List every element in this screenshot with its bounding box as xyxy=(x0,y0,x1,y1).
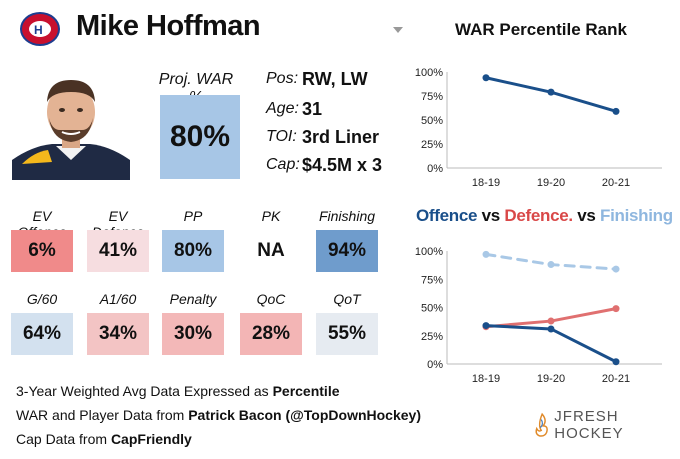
chart2-ytick: 100% xyxy=(415,246,443,258)
chart2-title: Offence vs Defence. vs Finishing xyxy=(416,206,673,226)
footer-line-1-bold: Percentile xyxy=(272,383,340,399)
info-label-cap: Cap: xyxy=(266,156,300,173)
chart2-series-0-point xyxy=(482,250,490,258)
chart1-series-0-point xyxy=(482,74,490,82)
chart2-series-2-point xyxy=(482,322,490,330)
stat-label-penalty: Penalty xyxy=(169,291,217,307)
stat-box-pp: 80% xyxy=(162,230,224,272)
chart2-ytick: 25% xyxy=(421,331,443,343)
chart2-xtick: 19-20 xyxy=(537,373,565,385)
chart2-series-2-point xyxy=(612,358,620,366)
chart1-ytick: 25% xyxy=(421,139,443,151)
stat-box-ev-defence: 41% xyxy=(87,230,149,272)
stat-box-penalty: 30% xyxy=(162,313,224,355)
stat-label-g60: G/60 xyxy=(26,291,58,307)
footer-line-1-text: 3-Year Weighted Avg Data Expressed as xyxy=(16,383,273,399)
team-logo: H xyxy=(20,12,60,46)
stat-box-ev-offence: 6% xyxy=(11,230,73,272)
footer-line-2-text: WAR and Player Data from xyxy=(16,407,189,423)
chart2-ytick: 50% xyxy=(421,303,443,315)
chart1-series-0-point xyxy=(547,88,555,96)
footer-line-2-bold: Patrick Bacon (@TopDownHockey) xyxy=(188,407,421,423)
chart1-xtick: 19-20 xyxy=(537,177,565,189)
chart2-title-offence: Offence xyxy=(416,206,478,225)
proj-war-value: 80% xyxy=(160,95,240,179)
footer-line-3: Cap Data from CapFriendly xyxy=(16,431,192,447)
chart2-series-1-point xyxy=(612,305,620,313)
info-label-age: Age: xyxy=(266,100,299,117)
stat-label-a160: A1/60 xyxy=(99,291,137,307)
chart1-title: WAR Percentile Rank xyxy=(455,20,627,39)
chart2-ytick: 75% xyxy=(421,274,443,286)
chart2-series-0-point xyxy=(612,265,620,273)
chart2-series-0-point xyxy=(547,261,555,269)
player-photo xyxy=(12,68,130,180)
stat-box-a160: 34% xyxy=(87,313,149,355)
chart2-title-vs-2: vs xyxy=(572,206,600,225)
chart1-ytick: 75% xyxy=(421,91,443,103)
chart1-ytick: 50% xyxy=(421,115,443,127)
war-percentile-chart: 0% 25% 50% 75% 100% 18-19 19-20 20-21 xyxy=(415,67,662,189)
info-value-toi: 3rd Liner xyxy=(302,127,380,147)
offence-defence-finishing-chart: 0% 25% 50% 75% 100% 18-19 19-20 20-21 xyxy=(415,246,662,385)
stat-box-pk: NA xyxy=(240,230,302,272)
info-value-age: 31 xyxy=(302,99,323,119)
stat-box-qot: 55% xyxy=(316,313,378,355)
chart2-title-vs-1: vs xyxy=(477,206,505,225)
player-name: Mike Hoffman xyxy=(76,10,261,42)
stat-label-finishing: Finishing xyxy=(318,208,376,224)
stat-label-qoc: QoC xyxy=(256,291,286,307)
chart1-xtick: 20-21 xyxy=(602,177,630,189)
stat-label-qot: QoT xyxy=(333,291,361,307)
chart2-series-1-point xyxy=(547,317,555,325)
stat-label-pp: PP xyxy=(183,208,203,224)
chart2-xtick: 20-21 xyxy=(602,373,630,385)
chart2-title-defence: Defence. xyxy=(504,206,573,225)
chart1-xtick: 18-19 xyxy=(472,177,500,189)
dropdown-arrow-icon[interactable] xyxy=(393,27,403,33)
footer-line-3-text: Cap Data from xyxy=(16,431,111,447)
footer-line-1: 3-Year Weighted Avg Data Expressed as Pe… xyxy=(16,383,340,399)
info-value-cap: $4.5M x 3 xyxy=(302,155,383,175)
chart2-title-finishing: Finishing xyxy=(599,206,673,225)
info-value-pos: RW, LW xyxy=(302,69,368,89)
stat-box-qoc: 28% xyxy=(240,313,302,355)
chart2-ytick: 0% xyxy=(427,359,443,371)
brand-logo: JFRESH HOCKEY xyxy=(534,408,680,442)
brand-flame-icon xyxy=(535,412,548,437)
stat-label-pk: PK xyxy=(261,208,281,224)
chart1-series-0-point xyxy=(612,107,620,115)
footer-line-2: WAR and Player Data from Patrick Bacon (… xyxy=(16,407,421,423)
stat-box-finishing: 94% xyxy=(316,230,378,272)
brand-name: JFRESH HOCKEY xyxy=(554,408,624,442)
chart2-series-2-point xyxy=(547,325,555,333)
footer-line-3-bold: CapFriendly xyxy=(110,431,192,447)
stat-box-g60: 64% xyxy=(11,313,73,355)
chart2-xtick: 18-19 xyxy=(472,373,500,385)
chart1-ytick: 100% xyxy=(415,67,443,79)
chart1-ytick: 0% xyxy=(427,163,443,175)
info-label-toi: TOI: xyxy=(266,128,297,145)
info-label-pos: Pos: xyxy=(266,70,299,87)
